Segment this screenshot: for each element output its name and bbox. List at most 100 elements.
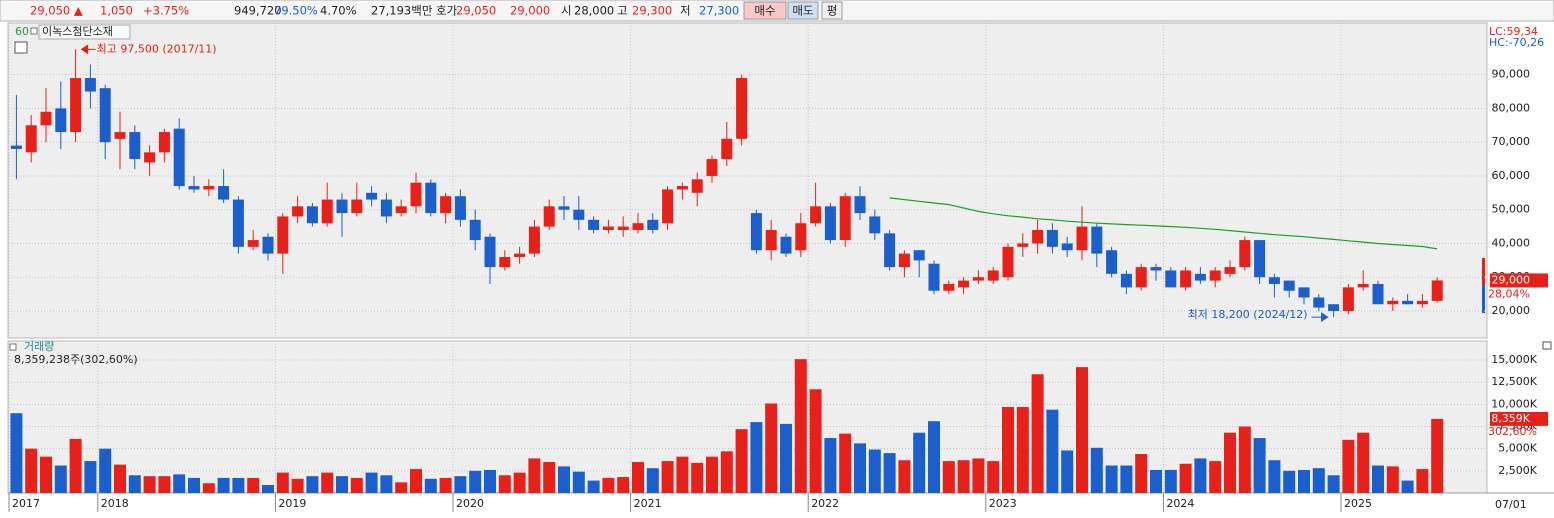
avg-label[interactable]: 평 xyxy=(827,4,838,18)
price-badge-pct: 28,04% xyxy=(1488,287,1530,300)
x-tick-label: 2021 xyxy=(634,497,662,510)
candle-body xyxy=(99,88,111,143)
candle-body xyxy=(262,236,274,254)
volume-bar xyxy=(336,476,348,493)
volume-bar xyxy=(10,413,23,493)
candle-body xyxy=(395,206,407,214)
candle-body xyxy=(617,226,629,230)
ask: 29,050 xyxy=(456,4,496,18)
price-badge xyxy=(1490,273,1548,288)
open-label: 시 xyxy=(561,4,572,18)
change: 1,050 xyxy=(100,4,133,18)
candle-body xyxy=(1091,226,1103,254)
candle-body xyxy=(1416,300,1428,305)
buy-label[interactable]: 매수 xyxy=(754,4,775,18)
icon xyxy=(30,27,38,35)
name-box xyxy=(38,24,131,40)
x-tick-label: 2018 xyxy=(101,497,129,510)
candle-body xyxy=(188,186,200,190)
volume-bar xyxy=(114,464,126,493)
volume-bar xyxy=(1031,374,1044,493)
low-annotation: 최저 18,200 (2024/12) xyxy=(1188,308,1308,321)
candle-body xyxy=(1120,273,1132,288)
volume-badge xyxy=(1490,411,1548,426)
y-tick-label: 60,000 xyxy=(1492,169,1531,182)
volume-bar xyxy=(735,429,748,493)
candle-body xyxy=(1239,240,1251,268)
volume-bar xyxy=(69,438,82,493)
volume-bar xyxy=(1135,454,1148,493)
volume-bar xyxy=(1357,432,1370,493)
y-tick-label: 10,000K xyxy=(1491,397,1537,410)
sell-label[interactable]: 매도 xyxy=(792,4,813,18)
volume-bar xyxy=(632,461,644,493)
volume-bar xyxy=(1268,460,1281,493)
volume-bar xyxy=(306,476,319,493)
volume-bar xyxy=(1061,450,1074,493)
candle-body xyxy=(1254,240,1266,278)
volume-bar xyxy=(173,474,186,493)
volume-bar xyxy=(572,471,585,493)
volume-bar xyxy=(1164,469,1177,493)
candle-body xyxy=(839,196,851,241)
volume-bar xyxy=(1224,432,1236,493)
candle-body xyxy=(440,196,452,214)
volume-bar xyxy=(232,477,245,493)
y-tick-label: 5,000K xyxy=(1498,442,1537,455)
volume-bar xyxy=(558,466,570,493)
candle-body xyxy=(410,182,422,207)
candle-body xyxy=(869,216,881,234)
x-tick-label: 2024 xyxy=(1166,497,1194,510)
candle-body xyxy=(1402,300,1414,305)
candle-body xyxy=(84,78,96,92)
price: 29,050 ▲ xyxy=(30,4,83,18)
volume-bar xyxy=(794,359,807,493)
candle-body xyxy=(721,138,733,160)
volume-bar xyxy=(1327,475,1340,493)
x-tick-label: 2020 xyxy=(456,497,484,510)
volume-bar xyxy=(99,448,112,493)
volume-bar xyxy=(1401,480,1414,493)
volume-bar xyxy=(972,458,985,493)
candle-body xyxy=(765,229,777,251)
candle-body xyxy=(25,125,37,153)
candle-body xyxy=(203,186,215,190)
range-indicator xyxy=(1482,285,1485,313)
candle-body xyxy=(676,186,688,190)
candle-body xyxy=(528,226,540,254)
volume-bar xyxy=(513,472,526,493)
candle-body xyxy=(321,199,333,224)
candle-body xyxy=(824,206,836,241)
y-tick-label: 70,000 xyxy=(1492,135,1531,148)
candle-body xyxy=(632,223,644,230)
candle-body xyxy=(750,213,762,251)
volume-bar xyxy=(913,432,926,493)
candle-body xyxy=(810,206,822,224)
volume-bar xyxy=(1090,447,1103,493)
volume-bar xyxy=(691,462,704,493)
y-tick-label: 20,000 xyxy=(1492,304,1531,317)
candle-body xyxy=(469,219,481,241)
volume-bar xyxy=(454,476,467,493)
candle-body xyxy=(1076,226,1088,251)
lc-label: LC:59,34 xyxy=(1489,25,1538,38)
sell-button[interactable] xyxy=(787,1,819,20)
y-tick-label: 40,000 xyxy=(1492,236,1531,249)
candle-body xyxy=(351,199,363,214)
volume-bar xyxy=(1298,469,1310,493)
candle-body xyxy=(1106,250,1118,274)
candle-body xyxy=(943,283,955,291)
candle-body xyxy=(1283,280,1295,291)
candle-body xyxy=(928,263,940,291)
y-tick-label: 12,500K xyxy=(1491,375,1537,388)
buy-button[interactable] xyxy=(743,1,787,20)
bid: 29,000 xyxy=(510,4,550,18)
avg-button[interactable] xyxy=(821,1,843,20)
volume-bar xyxy=(262,485,274,493)
candle-body xyxy=(70,78,82,133)
candle-body xyxy=(854,196,866,214)
candle-body xyxy=(1180,270,1192,288)
volume-bar xyxy=(1076,367,1088,493)
candle-body xyxy=(1165,270,1177,288)
candle-body xyxy=(884,233,896,268)
